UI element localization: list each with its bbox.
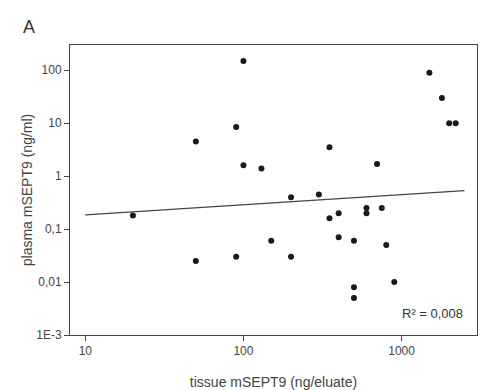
svg-text:10: 10 — [48, 116, 62, 130]
svg-text:100: 100 — [233, 344, 253, 358]
svg-text:A: A — [23, 17, 35, 37]
svg-text:R² = 0,008: R² = 0,008 — [402, 306, 463, 321]
svg-text:1000: 1000 — [388, 344, 415, 358]
svg-text:10: 10 — [79, 344, 93, 358]
svg-text:0,01: 0,01 — [38, 275, 62, 289]
svg-text:0,1: 0,1 — [45, 222, 62, 236]
svg-text:plasma mSEPT9 (ng/ml): plasma mSEPT9 (ng/ml) — [19, 114, 35, 266]
svg-text:1: 1 — [55, 169, 62, 183]
svg-text:tissue mSEPT9 (ng/eluate): tissue mSEPT9 (ng/eluate) — [190, 374, 357, 390]
svg-text:100: 100 — [42, 63, 62, 77]
svg-text:1E-3: 1E-3 — [36, 328, 62, 342]
